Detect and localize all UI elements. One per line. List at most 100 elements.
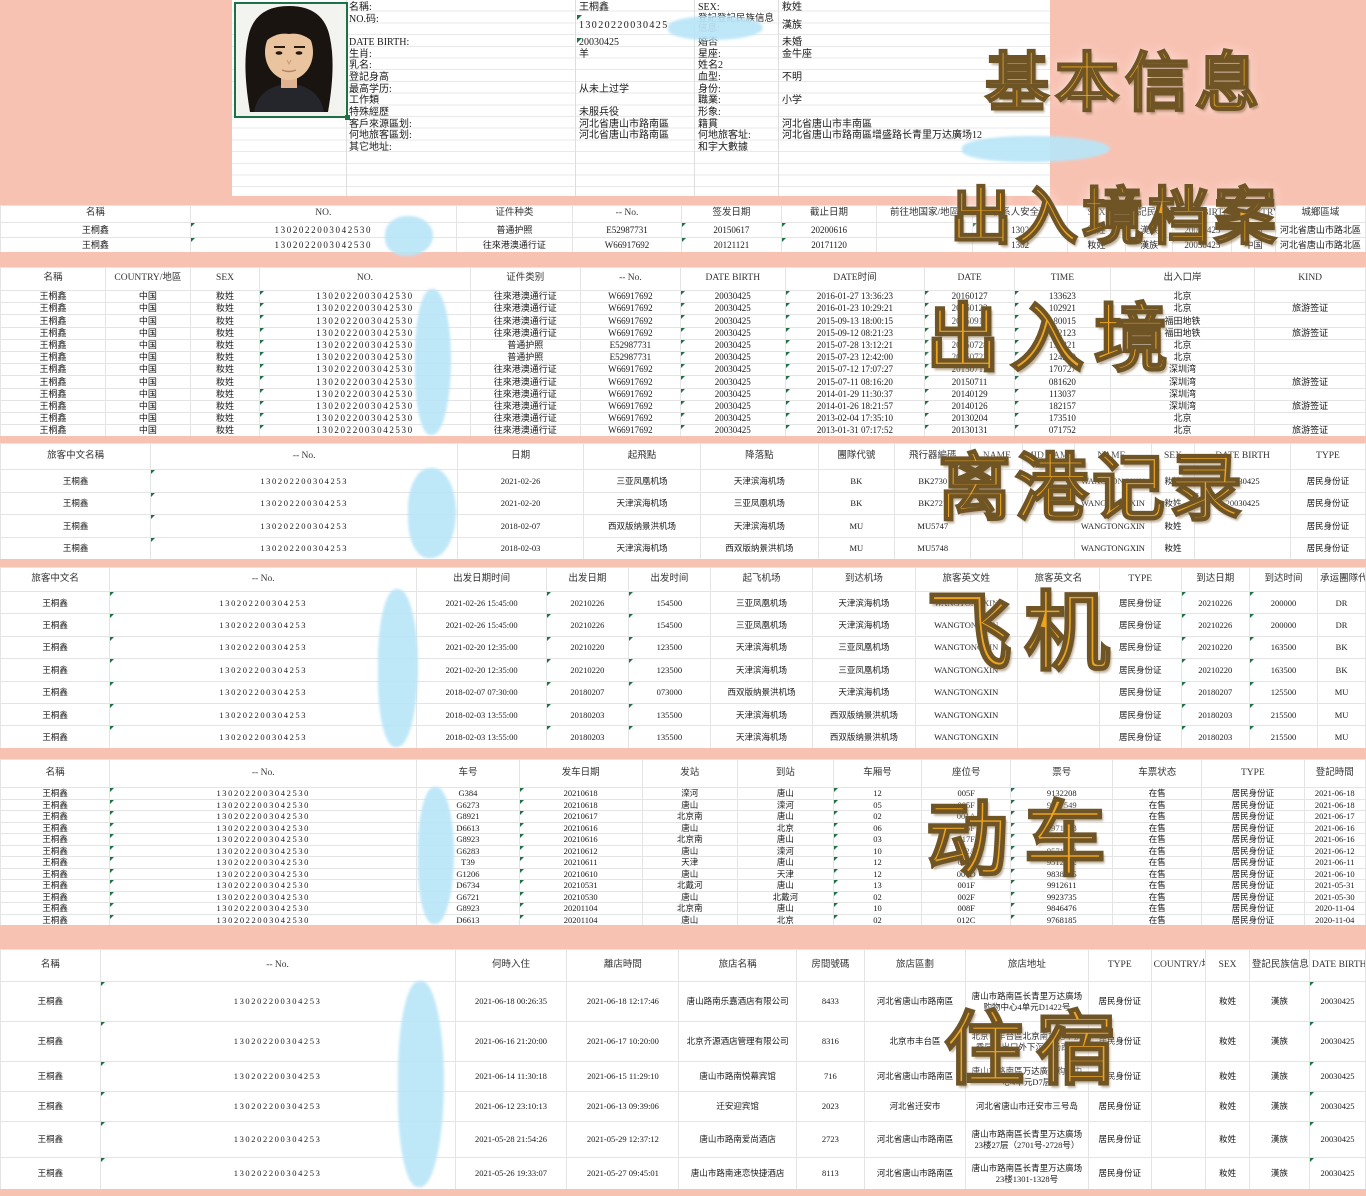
table-flight-records: 旅客中文名 -- No. 出发日期时间 出发日期 出发时间 起飞机场 到达机场 旅客英文姓 旅客… xyxy=(0,567,1366,748)
cell: 在售 xyxy=(1112,821,1203,834)
column-header: 名稱 xyxy=(0,759,111,788)
cell: 20030425 xyxy=(1172,221,1233,239)
cell: 唐山市路南區长青里万达廣场23楼27层（2701号-2728号） xyxy=(965,1121,1089,1158)
cell: 2021-05-27 09:45:01 xyxy=(566,1157,680,1189)
info-field-value: 金牛座 xyxy=(782,49,812,60)
id-photo[interactable] xyxy=(234,2,350,120)
table-row: 王桐鑫 1302022003042530 往來港澳通行证 W66917692 20121… xyxy=(0,237,1366,253)
cell: 在售 xyxy=(1112,833,1203,846)
column-header: COUNTRY/地區 xyxy=(105,267,191,291)
cell: 2015-09-13 18:00:15 xyxy=(784,314,926,328)
cell: 2013-01-31 07:17:52 xyxy=(784,424,926,437)
column-header: 到达日期 xyxy=(1180,567,1250,592)
cell: 唐山 xyxy=(737,902,834,915)
cell: 河北省迁安市 xyxy=(864,1091,967,1122)
cell: 河北省唐山市路北區 xyxy=(1274,237,1366,253)
cell: 130202200304253 xyxy=(109,680,418,704)
info-field-label: 和宇大數據 xyxy=(698,142,748,153)
cell: 北戴河 xyxy=(737,890,834,903)
cell: 2021-02-20 xyxy=(457,491,584,515)
cell: 王桐鑫 xyxy=(0,867,111,880)
redaction-blob xyxy=(408,468,456,558)
cell: 20030425 xyxy=(679,350,786,365)
column-header: 降落點 xyxy=(700,443,819,470)
cell: 居民身份证 xyxy=(1098,702,1182,727)
cell: 2021-06-16 21:20:00 xyxy=(454,1021,568,1062)
table-row: 王桐鑫 中国 籹姓 1302022003042530 往來港澳通行证 W66917692 2… xyxy=(0,411,1366,426)
cell: 居民身份证 xyxy=(1201,890,1305,903)
table-row: 王桐鑫 1302022003042530 G8923 20201104 北京南 唐山 10 0… xyxy=(0,902,1366,915)
cell: 居民身份证 xyxy=(1201,856,1305,869)
cell xyxy=(1016,680,1100,704)
info-field-label: 姓名2 xyxy=(698,60,723,71)
cell: 居民身份证 xyxy=(1201,867,1305,880)
redaction-blob xyxy=(398,981,444,1187)
cell: W66917692 xyxy=(580,314,681,328)
cell: 三亚凤凰机场 xyxy=(812,658,916,682)
cell: 王桐鑫 xyxy=(0,787,111,800)
cell: 在售 xyxy=(1112,844,1203,857)
section-title: 飞机 xyxy=(925,583,1122,683)
table-row: 王桐鑫 130202200304253 2018-02-03 天津滨海机场 西双版纳景洪… xyxy=(0,536,1366,559)
cell: 往來港澳通行证 xyxy=(469,302,582,316)
cell: 2021-06-14 11:30:18 xyxy=(454,1061,568,1092)
cell: 2015-07-23 12:42:00 xyxy=(784,350,926,365)
cell: 中国 xyxy=(105,289,191,304)
cell: 王桐鑫 xyxy=(0,1021,101,1062)
column-header: 票号 xyxy=(1010,759,1114,788)
info-field-label: 乳名: xyxy=(349,60,372,71)
cell: 籹姓 xyxy=(1205,1091,1250,1122)
cell: 天津 xyxy=(641,856,739,869)
cell xyxy=(1150,1157,1207,1189)
cell: 005F xyxy=(921,787,1012,800)
cell: 12 xyxy=(832,856,923,869)
column-header: KIND xyxy=(1254,267,1366,291)
cell: 中国 xyxy=(105,399,191,413)
cell: 20130131 xyxy=(924,424,1016,437)
section-title: 出入境档案 xyxy=(949,180,1281,253)
selection-handle[interactable] xyxy=(345,115,350,120)
cell: 王桐鑫 xyxy=(0,902,111,915)
cell: 中国 xyxy=(105,411,191,426)
info-field-label: 生肖: xyxy=(349,49,372,60)
cell: 001F xyxy=(921,879,1012,892)
cell xyxy=(1150,1061,1207,1092)
cell: 王桐鑫 xyxy=(0,1157,101,1189)
cell: E52987731 xyxy=(580,338,681,352)
cell: 天津滨海机场 xyxy=(700,469,819,493)
column-header: 離店時間 xyxy=(566,949,680,982)
cell: 王桐鑫 xyxy=(0,810,111,823)
cell: 王桐鑫 xyxy=(0,363,107,377)
section-title: 动车 xyxy=(925,793,1123,888)
cell: 135500 xyxy=(627,702,711,727)
table-row: 王桐鑫 130202200304253 2021-06-16 21:20:00 202… xyxy=(0,1021,1366,1062)
cell xyxy=(1150,1091,1207,1122)
cell: W66917692 xyxy=(580,326,681,340)
cell: 008F xyxy=(921,902,1012,915)
column-header: 團隊代號 xyxy=(817,443,896,470)
table-row: 王桐鑫 130202200304253 2021-05-26 19:33:07 202… xyxy=(0,1157,1366,1189)
cell: 2021-06-17 10:20:00 xyxy=(566,1021,680,1062)
cell: 王桐鑫 xyxy=(0,821,111,834)
cell: 往來港澳通行证 xyxy=(469,399,582,413)
cell: 三亚凤凰机场 xyxy=(582,469,702,493)
cell: 20180207 xyxy=(1180,680,1250,704)
column-header: DATE xyxy=(924,267,1016,291)
cell: 20210617 xyxy=(518,810,643,823)
cell: 8316 xyxy=(795,1021,866,1062)
cell: 籹姓 xyxy=(1205,1157,1250,1189)
column-header: -- No. xyxy=(109,759,418,788)
cell: 20140129 xyxy=(924,387,1016,401)
cell: 迁安迎宾馆 xyxy=(678,1091,797,1122)
cell: 20180207 xyxy=(545,680,629,704)
cell: 10 xyxy=(832,902,923,915)
cell: 1302022003042530 xyxy=(109,844,418,857)
cell: 在售 xyxy=(1112,902,1203,915)
cell: MU xyxy=(1317,725,1366,748)
cell: 20210226 xyxy=(545,590,629,615)
cell: W66917692 xyxy=(571,237,683,253)
cell: 154500 xyxy=(627,590,711,615)
cell: 2018-02-03 xyxy=(457,536,584,559)
cell: 20121121 xyxy=(681,237,782,253)
cell: 20210226 xyxy=(545,613,629,637)
